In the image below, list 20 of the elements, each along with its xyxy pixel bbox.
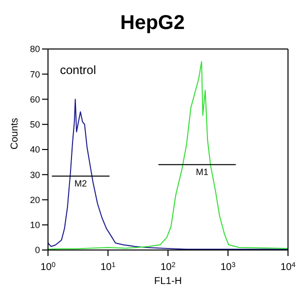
y-axis-title: Counts — [10, 118, 21, 150]
y-tick-label: 70 — [30, 69, 40, 80]
y-tick-label: 80 — [30, 44, 40, 54]
x-tick-label: 10$^{1}$ — [100, 262, 116, 273]
y-tick-label: 60 — [30, 94, 40, 104]
y-tick-label: 40 — [30, 144, 40, 155]
chart-title: HepG2 — [119, 11, 186, 36]
x-axis-title: FL1-H — [154, 276, 182, 287]
annotation: M2 — [74, 178, 87, 189]
annotation: control — [60, 63, 96, 77]
x-tick-label: 10$^{2}$ — [160, 262, 176, 273]
annotation: M1 — [196, 166, 208, 177]
y-tick-label: 50 — [30, 120, 40, 130]
y-tick-label: 20 — [30, 194, 40, 205]
y-tick-label: 0 — [34, 245, 40, 256]
y-tick-label: 10 — [30, 220, 40, 230]
y-tick-label: 30 — [30, 170, 40, 180]
x-tick-label: 10$^{0}$ — [40, 262, 56, 273]
x-tick-label: 10$^{4}$ — [280, 262, 296, 273]
x-tick-label: 10$^{3}$ — [220, 262, 236, 273]
